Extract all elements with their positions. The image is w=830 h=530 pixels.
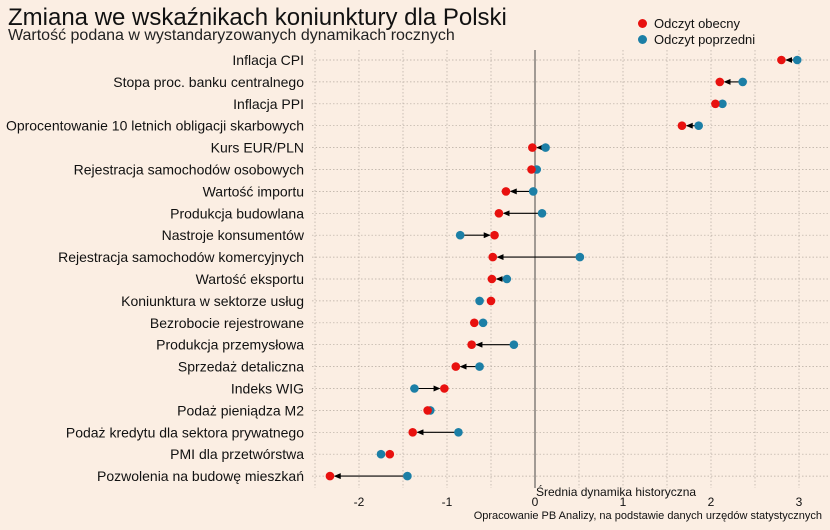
category-label: Wartość eksportu [196,271,304,287]
legend: Odczyt obecny Odczyt poprzedni [638,15,755,47]
point-current [494,209,504,218]
chart-subtitle: Wartość podana w wystandaryzowanych dyna… [8,27,455,44]
point-current [677,121,687,130]
point-current [451,362,461,371]
point-current [490,230,499,240]
point-previous [738,77,747,87]
category-label: Bezrobocie rejestrowane [150,315,304,331]
point-previous [410,384,419,393]
point-previous [478,318,488,328]
category-label: Indeks WIG [231,381,304,397]
point-previous [376,449,386,459]
x-tick-label: 2 [708,495,715,509]
point-previous [537,209,547,218]
category-label: Koniunktura w sektorze usług [121,293,304,309]
category-label: Nastroje konsumentów [162,227,305,243]
point-previous [475,362,484,371]
category-label: Rejestracja samochodów komercyjnych [58,249,304,265]
legend-item-current: Odczyt obecny [638,15,755,31]
point-current [487,274,497,284]
category-label: PMI dla przetwórstwa [170,446,304,462]
point-current [527,165,536,174]
legend-marker-current [638,18,647,28]
point-current [711,99,720,109]
point-previous [575,252,585,262]
point-current [486,296,496,306]
legend-marker-previous [638,34,647,44]
category-label: Pozwolenia na budowę mieszkań [97,468,304,484]
point-current [501,187,511,196]
point-current [715,77,725,87]
category-label: Oprocentowanie 10 letnich obligacji skar… [6,118,304,134]
category-label: Podaż kredytu dla sektora prywatnego [66,424,304,440]
category-label: Inflacja PPI [233,96,304,112]
point-previous [541,143,550,152]
point-current [385,449,395,459]
category-label: Wartość importu [203,183,304,199]
category-label: Kurs EUR/PLN [211,140,304,156]
point-previous [502,274,512,284]
point-previous [455,230,465,240]
source-caption: Opracowanie PB Analizy, na podstawie dan… [473,510,822,522]
category-label: Produkcja budowlana [170,205,304,221]
x-tick-label: 3 [796,495,803,509]
point-previous [403,471,412,481]
point-current [408,428,417,437]
x-tick-label: 1 [620,495,627,509]
point-current [777,55,786,65]
category-label: Stopa proc. banku centralnego [113,74,304,90]
point-previous [509,340,519,350]
point-current [488,252,498,262]
point-current [440,384,449,393]
point-previous [454,428,463,437]
category-label: Rejestracja samochodów osobowych [74,162,304,178]
point-previous [528,187,538,196]
x-tick-label: 0 [532,495,539,509]
x-tick-label: -1 [442,495,453,509]
point-previous [792,55,802,65]
point-previous [718,99,727,109]
point-previous [475,296,484,306]
legend-item-previous: Odczyt poprzedni [638,31,755,47]
x-axis-label: Średnia dynamika historyczna [536,484,696,499]
point-current [325,471,335,481]
point-previous [694,121,703,130]
point-current [423,406,432,415]
legend-label-current: Odczyt obecny [654,15,740,31]
legend-label-previous: Odczyt poprzedni [654,31,756,47]
category-label: Produkcja przemysłowa [156,337,304,353]
category-label: Podaż pieniądza M2 [177,402,304,418]
category-label: Inflacja CPI [232,52,304,68]
chart-title: Zmiana we wskaźnikach koniunktury dla Po… [8,4,507,31]
x-tick-label: -2 [354,495,365,509]
point-current [469,318,479,328]
point-current [467,340,476,350]
point-current [528,143,537,152]
category-label: Sprzedaż detaliczna [178,359,304,375]
